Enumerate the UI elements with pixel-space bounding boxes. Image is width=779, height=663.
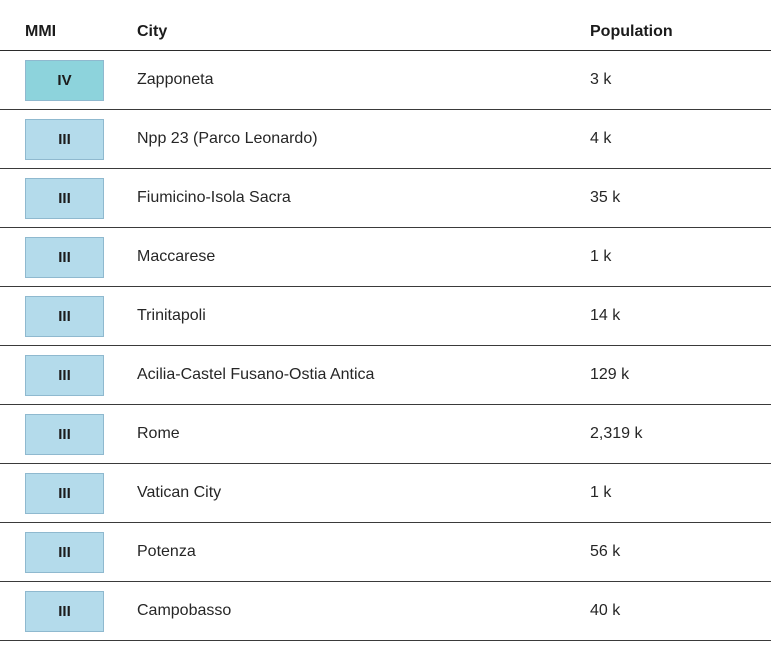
header-population: Population [590, 23, 673, 40]
table-row: III Maccarese 1 k [0, 228, 771, 287]
table-row: III Vatican City 1 k [0, 464, 771, 523]
table-row: III Acilia-Castel Fusano-Ostia Antica 12… [0, 346, 771, 405]
city-name: Npp 23 (Parco Leonardo) [137, 130, 318, 147]
mmi-badge: III [25, 119, 104, 160]
table-row: IV Zapponeta 3 k [0, 51, 771, 110]
city-name: Potenza [137, 543, 196, 560]
population-value: 56 k [590, 543, 621, 560]
table-row: III Fiumicino-Isola Sacra 35 k [0, 169, 771, 228]
table-row: III Campobasso 40 k [0, 582, 771, 641]
city-name: Acilia-Castel Fusano-Ostia Antica [137, 366, 375, 383]
mmi-badge: III [25, 355, 104, 396]
city-name: Zapponeta [137, 71, 214, 88]
table-row: III Npp 23 (Parco Leonardo) 4 k [0, 110, 771, 169]
header-city: City [137, 23, 168, 40]
city-name: Vatican City [137, 484, 222, 501]
table-row: III Trinitapoli 14 k [0, 287, 771, 346]
mmi-badge: III [25, 296, 104, 337]
population-value: 2,319 k [590, 425, 643, 442]
population-value: 35 k [590, 189, 621, 206]
population-value: 1 k [590, 484, 612, 501]
city-name: Trinitapoli [137, 307, 206, 324]
population-value: 1 k [590, 248, 612, 265]
header-mmi: MMI [25, 23, 57, 40]
population-value: 4 k [590, 130, 612, 147]
mmi-badge: III [25, 178, 104, 219]
mmi-badge: III [25, 591, 104, 632]
population-value: 129 k [590, 366, 630, 383]
table-row: III Potenza 56 k [0, 523, 771, 582]
mmi-badge: III [25, 532, 104, 573]
city-name: Rome [137, 425, 180, 442]
population-value: 14 k [590, 307, 621, 324]
city-name: Fiumicino-Isola Sacra [137, 189, 291, 206]
population-value: 3 k [590, 71, 612, 88]
mmi-badge: IV [25, 60, 104, 101]
table-header-row: MMI City Population [0, 0, 771, 51]
city-name: Campobasso [137, 602, 232, 619]
mmi-badge: III [25, 414, 104, 455]
city-name: Maccarese [137, 248, 216, 265]
mmi-badge: III [25, 237, 104, 278]
mmi-badge: III [25, 473, 104, 514]
table-row: III Rome 2,319 k [0, 405, 771, 464]
population-value: 40 k [590, 602, 621, 619]
